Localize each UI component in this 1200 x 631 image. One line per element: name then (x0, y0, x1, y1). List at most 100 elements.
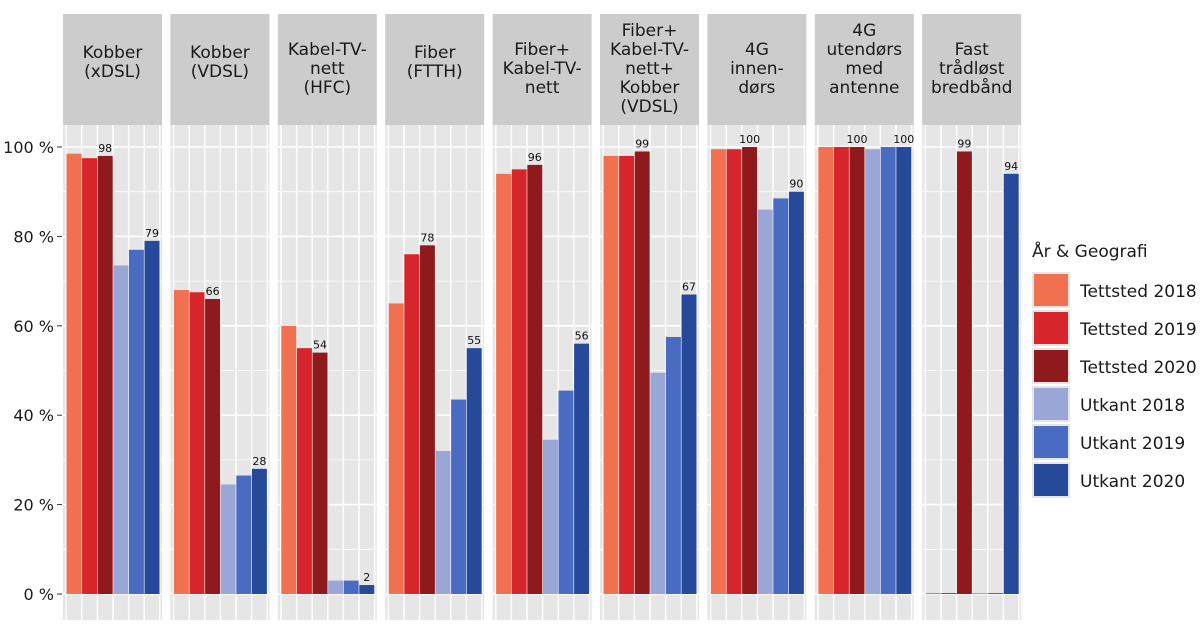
facet-title: Fiber+ Kabel-TV-nett+ Kobber (VDSL) (610, 21, 689, 117)
bar (574, 343, 590, 594)
bar (742, 147, 758, 594)
legend-item: Tettsted 2020 (1032, 348, 1197, 384)
bar (220, 484, 236, 594)
bar (281, 325, 297, 594)
legend-item: Utkant 2020 (1032, 462, 1185, 498)
bar (404, 254, 420, 594)
bar (833, 147, 849, 594)
bar (726, 149, 742, 595)
bar (818, 147, 834, 594)
bar (941, 593, 957, 594)
bar (66, 153, 82, 594)
bar (144, 240, 160, 594)
facets: Kobber (xDSL) 98 79 Kobber (VDSL) 66 28 Kabel-TV… (63, 14, 1022, 620)
legend-item: Tettsted 2019 (1032, 310, 1197, 346)
facet-strip (814, 14, 914, 125)
facet-strip (63, 14, 162, 125)
data-label: 56 (575, 330, 589, 343)
bar (634, 151, 650, 594)
data-label: 2 (363, 571, 370, 584)
bar (236, 475, 252, 594)
data-label: 79 (145, 227, 159, 240)
data-label: 78 (420, 231, 434, 244)
bar (97, 155, 113, 594)
facet-strip (277, 14, 377, 125)
bar (312, 352, 328, 594)
legend-label: Tettsted 2019 (1079, 320, 1197, 340)
bar (972, 593, 988, 594)
legend-label: Utkant 2019 (1080, 434, 1185, 454)
facet-panel: Fiber+ Kabel-TV-nett 96 56 (492, 14, 592, 620)
bar (343, 580, 359, 594)
facet-panel: Kabel-TV-nett (HFC) 54 2 (277, 14, 377, 620)
data-label: 67 (682, 281, 696, 294)
legend-swatch (1034, 350, 1068, 382)
facet-title: Fast trådløst bredbånd (931, 40, 1012, 98)
bar (925, 593, 941, 594)
bar (757, 209, 773, 594)
bar (681, 294, 697, 594)
bar (388, 303, 404, 594)
legend-label: Tettsted 2020 (1079, 358, 1197, 378)
facet-panel: Kobber (xDSL) 98 79 (63, 14, 162, 620)
facet-panel: Kobber (VDSL) 66 28 (170, 14, 270, 620)
facet-title: Kobber (xDSL) (83, 43, 143, 82)
bar (956, 151, 972, 594)
y-tick-label: 100 % (3, 138, 54, 157)
legend-item: Utkant 2018 (1032, 386, 1185, 422)
facet-panel: Fast trådløst bredbånd 99 94 (922, 14, 1022, 620)
bar (988, 593, 1004, 594)
data-label: 98 (98, 142, 112, 155)
data-label: 99 (957, 137, 971, 150)
bar (1003, 173, 1019, 594)
facet-title: 4G utendørs med antenne (826, 21, 902, 98)
facet-strip (385, 14, 485, 125)
y-tick-label: 0 % (24, 585, 54, 604)
bar (451, 399, 467, 594)
facet-title: Fiber (FTTH) (407, 43, 463, 82)
facet-title: 4G innen-dørs (730, 40, 784, 98)
bar (466, 348, 482, 594)
legend-swatch (1034, 274, 1068, 306)
data-label: 55 (467, 334, 481, 347)
data-label: 94 (1004, 160, 1018, 173)
y-tick-label: 60 % (13, 317, 54, 336)
facet-panel: 4G innen-dørs 100 90 (707, 14, 807, 620)
facet-title: Kabel-TV-nett (HFC) (288, 40, 367, 98)
legend-swatch (1034, 388, 1068, 420)
bar (419, 245, 435, 594)
data-label: 100 (893, 133, 914, 146)
bar (650, 372, 666, 594)
bar (435, 450, 451, 594)
bar (173, 290, 189, 594)
legend-swatch (1034, 426, 1068, 458)
data-label: 100 (847, 133, 868, 146)
bar (128, 249, 144, 594)
bar (619, 155, 635, 594)
y-tick-label: 80 % (13, 227, 54, 246)
data-label: 66 (206, 285, 220, 298)
bar (710, 149, 726, 595)
legend-title: År & Geografi (1032, 240, 1148, 262)
data-label: 99 (635, 137, 649, 150)
y-tick-label: 40 % (13, 406, 54, 425)
data-label: 96 (528, 151, 542, 164)
bar (328, 580, 344, 594)
bar (205, 298, 221, 594)
legend: År & Geografi Tettsted 2018 Tettsted 2019… (1032, 240, 1197, 498)
facet-panel: Fiber+ Kabel-TV-nett+ Kobber (VDSL) 99 67 (600, 14, 699, 620)
bar (896, 147, 912, 594)
data-label: 100 (739, 133, 760, 146)
legend-item: Tettsted 2018 (1032, 272, 1197, 308)
bar (527, 164, 543, 594)
bar (603, 155, 619, 594)
legend-label: Tettsted 2018 (1079, 282, 1197, 302)
y-tick-label: 20 % (13, 496, 54, 515)
bar (113, 265, 129, 594)
legend-items: Tettsted 2018 Tettsted 2019 Tettsted 2020 U… (1032, 272, 1197, 498)
bar (496, 173, 512, 594)
facet-panel: 4G utendørs med antenne 100 100 (814, 14, 914, 620)
bar (542, 439, 558, 594)
bar (296, 348, 312, 594)
y-axis: 0 % 20 % 40 % 60 % 80 % 100 % (3, 138, 62, 604)
